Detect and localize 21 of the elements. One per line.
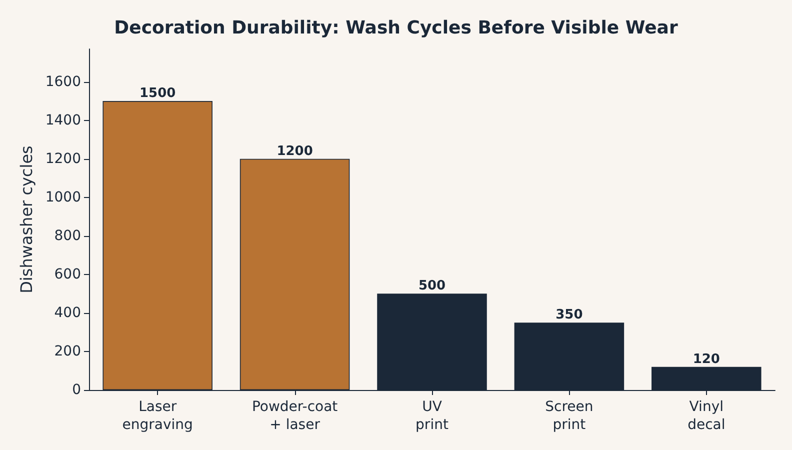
y-tick-label: 1600 (45, 74, 81, 90)
y-tick-label: 0 (72, 382, 81, 398)
data-label: 1200 (276, 144, 313, 159)
y-axis-title: Dishwasher cycles (16, 146, 36, 294)
y-tick-label: 400 (54, 304, 81, 321)
y-tick-label: 800 (54, 228, 81, 244)
chart-title: Decoration Durability: Wash Cycles Before Visible Wear (114, 18, 678, 38)
y-tick-label: 200 (54, 343, 81, 360)
x-tick-label: Laser engraving (122, 399, 193, 433)
data-label: 1500 (140, 86, 176, 102)
x-tick-label: UV print (416, 399, 449, 433)
x-tick-label: Screen print (545, 399, 594, 433)
x-tick-label: Vinyl decal (688, 399, 726, 433)
data-label: 500 (418, 278, 446, 294)
data-label: 120 (692, 352, 720, 367)
y-tick-label: 1000 (45, 189, 81, 206)
y-tick-label: 1200 (45, 150, 81, 167)
x-tick-label: Powder-coat + laser (252, 399, 338, 433)
data-label: 350 (556, 308, 583, 323)
y-tick-label: 600 (54, 266, 81, 282)
y-tick-label: 1400 (45, 112, 81, 128)
